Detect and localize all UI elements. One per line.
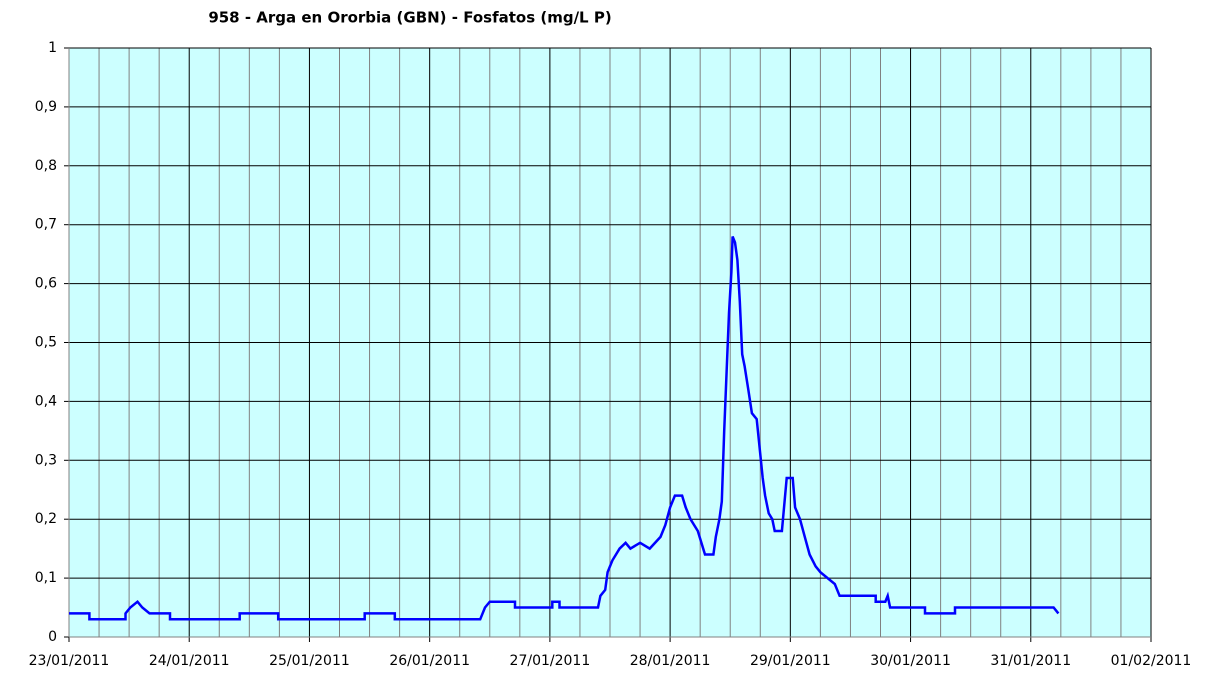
y-tick-label: 0,6 xyxy=(35,276,57,292)
x-tick-label: 27/01/2011 xyxy=(510,653,591,669)
y-tick-label: 0,1 xyxy=(35,570,57,586)
x-tick-label: 31/01/2011 xyxy=(990,653,1071,669)
y-tick-label: 0,8 xyxy=(35,158,57,174)
y-tick-label: 0 xyxy=(48,629,57,645)
x-tick-label: 24/01/2011 xyxy=(149,653,230,669)
x-tick-label: 28/01/2011 xyxy=(630,653,711,669)
y-tick-label: 1 xyxy=(48,40,57,56)
data-line xyxy=(69,236,1060,621)
y-tick-label: 0,5 xyxy=(35,335,57,351)
y-tick-label: 0,2 xyxy=(35,511,57,527)
y-tick-label: 0,7 xyxy=(35,217,57,233)
x-tick-label: 01/02/2011 xyxy=(1111,653,1192,669)
y-tick-label: 0,4 xyxy=(35,393,57,409)
x-tick-label: 29/01/2011 xyxy=(750,653,831,669)
y-tick-label: 0,9 xyxy=(35,99,57,115)
x-tick-label: 25/01/2011 xyxy=(269,653,350,669)
x-tick-label: 26/01/2011 xyxy=(389,653,470,669)
chart-title: 958 - Arga en Ororbia (GBN) - Fosfatos (… xyxy=(208,9,611,27)
x-tick-label: 30/01/2011 xyxy=(870,653,951,669)
y-tick-label: 0,3 xyxy=(35,452,57,468)
x-tick-label: 23/01/2011 xyxy=(29,653,110,669)
